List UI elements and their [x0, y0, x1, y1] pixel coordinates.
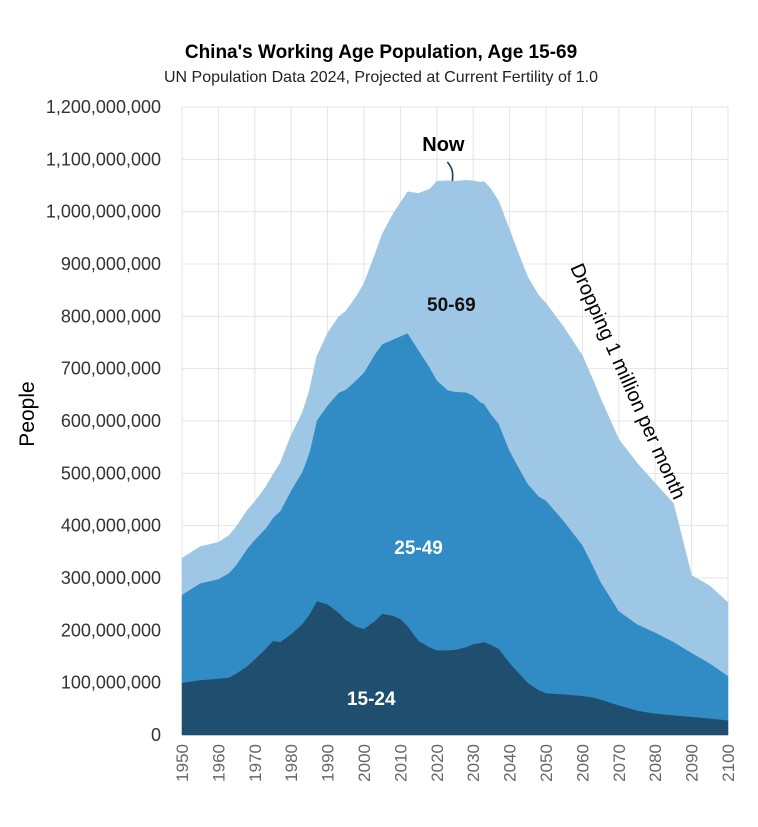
y-tick-label: 1,000,000,000 [46, 202, 161, 222]
x-tick-label: 2030 [464, 744, 483, 782]
y-tick-label: 200,000,000 [61, 620, 161, 640]
x-tick-label: 2060 [573, 744, 592, 782]
y-tick-label: 700,000,000 [61, 359, 161, 379]
y-tick-label: 900,000,000 [61, 254, 161, 274]
y-tick-label: 500,000,000 [61, 463, 161, 483]
chart-subtitle: UN Population Data 2024, Projected at Cu… [164, 69, 598, 86]
now-annotation: Now [422, 134, 465, 156]
y-tick-label: 0 [151, 725, 161, 745]
x-tick-label: 2010 [391, 744, 410, 782]
band-label-15-24: 15-24 [347, 689, 396, 710]
x-tick-label: 1960 [209, 744, 228, 782]
band-label-50-69: 50-69 [427, 295, 476, 316]
x-tick-label: 2000 [355, 744, 374, 782]
x-tick-label: 1980 [282, 744, 301, 782]
x-tick-label: 2020 [428, 744, 447, 782]
x-tick-label: 2100 [719, 744, 738, 782]
plot-area [181, 180, 729, 736]
area-series-50-69 [181, 180, 729, 677]
band-label-25-49: 25-49 [394, 538, 443, 559]
x-tick-label: 2050 [537, 744, 556, 782]
x-tick-label: 2070 [610, 744, 629, 782]
x-tick-label: 1990 [319, 744, 338, 782]
y-tick-label: 400,000,000 [61, 516, 161, 536]
x-axis: 1950 1960 1970 1980 1990 2000 2010 2020 2030 2040… [173, 744, 738, 782]
y-tick-label: 800,000,000 [61, 306, 161, 326]
y-tick-label: 1,100,000,000 [46, 149, 161, 169]
y-tick-label: 100,000,000 [61, 673, 161, 693]
x-tick-label: 2080 [646, 744, 665, 782]
y-axis: 0 100,000,000 200,000,000 300,000,000 400,00… [46, 97, 161, 745]
x-tick-label: 2090 [683, 744, 702, 782]
y-tick-label: 300,000,000 [61, 568, 161, 588]
x-tick-label: 2040 [501, 744, 520, 782]
x-tick-label: 1950 [173, 744, 192, 782]
now-pointer [446, 161, 454, 182]
y-tick-label: 600,000,000 [61, 411, 161, 431]
chart-title: China's Working Age Population, Age 15-6… [185, 42, 577, 63]
x-tick-label: 1970 [246, 744, 265, 782]
y-tick-label: 1,200,000,000 [46, 97, 161, 117]
y-axis-label: People [16, 381, 39, 446]
